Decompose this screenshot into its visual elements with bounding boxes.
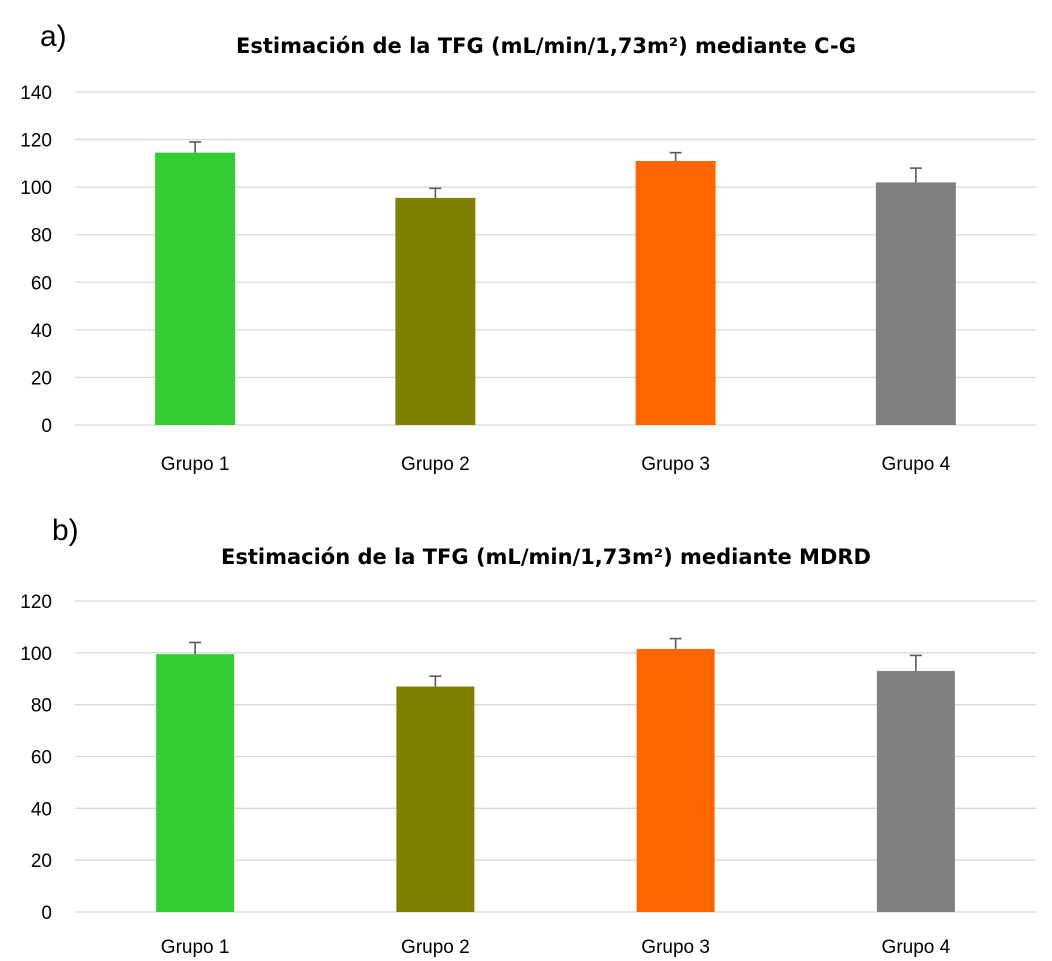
x-tick-label: Grupo 1 [161, 937, 230, 958]
y-tick-label: 120 [20, 131, 52, 152]
bar [155, 152, 236, 425]
x-tick-label: Grupo 4 [882, 454, 951, 475]
panel-label-a: a) [40, 20, 67, 53]
bar [395, 197, 476, 425]
x-tick-label: Grupo 4 [882, 937, 951, 958]
y-tick-label: 100 [20, 644, 52, 665]
bar [156, 654, 235, 912]
chart-title: Estimación de la TFG (mL/min/1,73m²) med… [236, 34, 856, 58]
y-tick-label: 20 [31, 851, 52, 872]
y-tick-label: 20 [31, 368, 52, 389]
bar [876, 670, 955, 912]
y-tick-label: 120 [20, 592, 52, 613]
chart-cg: Estimación de la TFG (mL/min/1,73m²) med… [20, 34, 1036, 475]
y-tick-label: 60 [31, 748, 52, 769]
x-tick-label: Grupo 2 [401, 937, 470, 958]
chart-mdrd: Estimación de la TFG (mL/min/1,73m²) med… [20, 545, 1036, 958]
bar [635, 160, 716, 425]
y-tick-label: 140 [20, 83, 52, 104]
y-tick-label: 0 [41, 903, 52, 924]
y-tick-label: 60 [31, 273, 52, 294]
panel-label-b: b) [52, 514, 79, 547]
y-tick-label: 40 [31, 799, 52, 820]
bar [875, 182, 956, 425]
y-tick-label: 80 [31, 226, 52, 247]
x-tick-label: Grupo 3 [641, 454, 710, 475]
y-tick-label: 40 [31, 321, 52, 342]
bar [396, 686, 475, 912]
bar [636, 648, 715, 912]
y-tick-label: 0 [41, 416, 52, 437]
x-tick-label: Grupo 3 [641, 937, 710, 958]
y-tick-label: 100 [20, 178, 52, 199]
x-tick-label: Grupo 2 [401, 454, 470, 475]
x-tick-label: Grupo 1 [161, 454, 230, 475]
chart-title: Estimación de la TFG (mL/min/1,73m²) med… [221, 545, 871, 569]
y-tick-label: 80 [31, 696, 52, 717]
